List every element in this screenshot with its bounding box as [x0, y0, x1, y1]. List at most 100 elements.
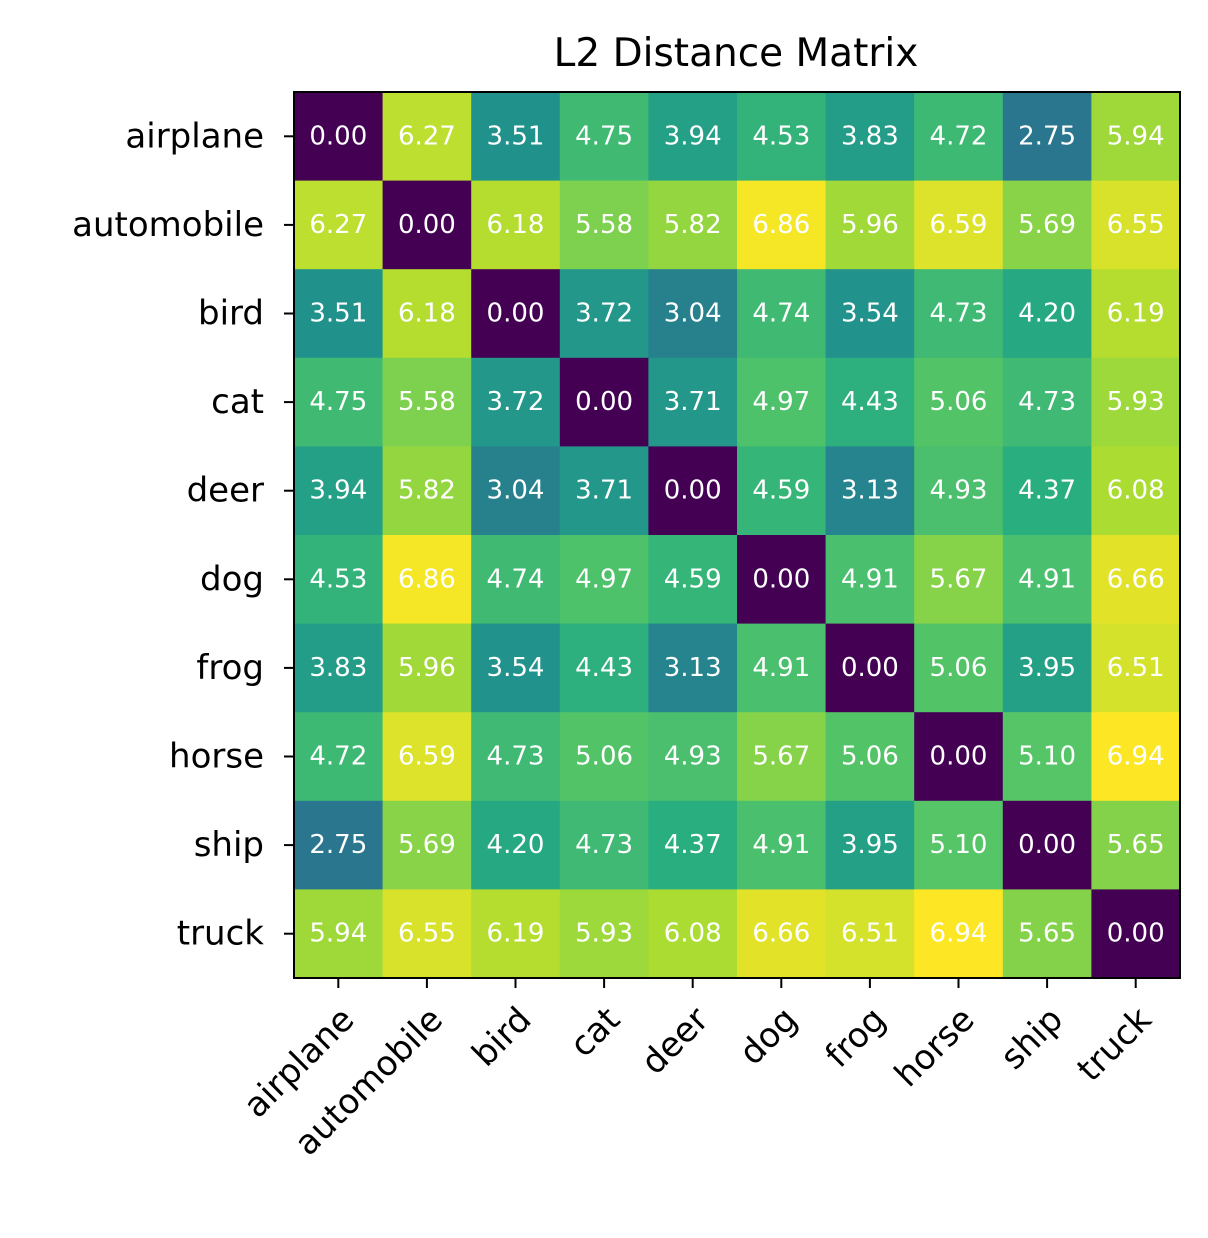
heatmap-cell — [825, 712, 915, 802]
heatmap-cell — [382, 269, 472, 359]
cell-value-label: 6.51 — [841, 919, 899, 949]
cell-value-label: 6.94 — [1107, 742, 1165, 772]
heatmap-cell — [1091, 357, 1181, 447]
heatmap-cell — [471, 800, 561, 890]
heatmap-cell — [737, 357, 827, 447]
cell-value-label: 6.18 — [398, 299, 456, 329]
heatmap-cell — [471, 269, 561, 359]
heatmap-cell — [471, 535, 561, 625]
heatmap-cell — [825, 357, 915, 447]
heatmap-cell — [825, 800, 915, 890]
cell-value-label: 0.00 — [841, 653, 899, 683]
heatmap-cell — [294, 800, 384, 890]
heatmap-cell — [825, 269, 915, 359]
cell-value-label: 6.66 — [752, 919, 810, 949]
heatmap-cell — [471, 446, 561, 536]
heatmap-cell — [294, 889, 384, 979]
y-tick-label: deer — [187, 471, 264, 511]
heatmap-cell — [559, 623, 649, 713]
cell-value-label: 5.10 — [1018, 742, 1076, 772]
cell-value-label: 4.20 — [1018, 299, 1076, 329]
x-tick-label: dog — [732, 1000, 806, 1074]
heatmap-cell — [648, 269, 738, 359]
cell-value-label: 6.18 — [487, 210, 545, 240]
heatmap-cell — [294, 269, 384, 359]
cell-value-label: 4.91 — [1018, 564, 1076, 594]
cell-value-label: 6.55 — [1107, 210, 1165, 240]
heatmap-cell — [1002, 712, 1092, 802]
cell-value-label: 0.00 — [398, 210, 456, 240]
y-tick-label: ship — [194, 825, 264, 865]
cell-value-label: 3.13 — [841, 476, 899, 506]
x-tick-label: cat — [562, 1000, 628, 1066]
cell-value-label: 4.53 — [752, 121, 810, 151]
cell-value-label: 6.19 — [1107, 299, 1165, 329]
heatmap-cell — [1002, 535, 1092, 625]
heatmap-cell — [648, 535, 738, 625]
cell-value-label: 5.67 — [930, 564, 988, 594]
y-tick-label: bird — [198, 294, 264, 334]
heatmap-cell — [294, 92, 384, 182]
heatmap-cell — [382, 889, 472, 979]
heatmap-cell — [382, 446, 472, 536]
cell-value-label: 5.94 — [1107, 121, 1165, 151]
y-tick-label: horse — [169, 737, 264, 777]
heatmap-cell — [471, 92, 561, 182]
cell-value-label: 6.08 — [1107, 476, 1165, 506]
heatmap-cell — [382, 357, 472, 447]
cell-value-label: 5.58 — [575, 210, 633, 240]
heatmap-cell — [914, 180, 1004, 270]
heatmap-cell — [382, 92, 472, 182]
cell-value-label: 3.83 — [309, 653, 367, 683]
y-tick-label: airplane — [125, 116, 264, 156]
heatmap-cell — [559, 800, 649, 890]
cell-value-label: 6.59 — [930, 210, 988, 240]
cell-value-label: 6.19 — [487, 919, 545, 949]
heatmap-cell — [1091, 800, 1181, 890]
cell-value-label: 4.93 — [930, 476, 988, 506]
cell-value-label: 4.59 — [752, 476, 810, 506]
cell-value-label: 5.65 — [1107, 830, 1165, 860]
cell-value-label: 4.37 — [1018, 476, 1076, 506]
heatmap-cell — [825, 535, 915, 625]
heatmap-cell — [471, 357, 561, 447]
heatmap-cell — [914, 357, 1004, 447]
cell-value-label: 6.51 — [1107, 653, 1165, 683]
heatmap-cell — [737, 180, 827, 270]
heatmap-cell — [914, 92, 1004, 182]
cell-value-label: 0.00 — [930, 742, 988, 772]
cell-value-label: 5.10 — [930, 830, 988, 860]
cell-value-label: 4.75 — [575, 121, 633, 151]
heatmap-cell — [914, 446, 1004, 536]
heatmap-cell — [1002, 269, 1092, 359]
cell-value-label: 5.06 — [841, 742, 899, 772]
cell-value-label: 6.86 — [752, 210, 810, 240]
cell-value-label: 5.94 — [309, 919, 367, 949]
y-axis: airplane automobile bird cat deer dog frog hors… — [72, 116, 294, 954]
cell-value-label: 4.91 — [752, 653, 810, 683]
cell-value-label: 5.96 — [398, 653, 456, 683]
cell-value-label: 6.27 — [398, 121, 456, 151]
heatmap-cell — [1002, 623, 1092, 713]
cell-value-label: 4.97 — [575, 564, 633, 594]
heatmap-cell — [294, 446, 384, 536]
heatmap-cell — [825, 446, 915, 536]
heatmap-cell — [294, 623, 384, 713]
cell-value-label: 5.82 — [664, 210, 722, 240]
heatmap-cell — [559, 269, 649, 359]
cell-value-label: 4.74 — [752, 299, 810, 329]
heatmap-cell — [914, 889, 1004, 979]
cell-value-label: 6.86 — [398, 564, 456, 594]
heatmap-cell — [1091, 623, 1181, 713]
cell-value-label: 4.43 — [575, 653, 633, 683]
heatmap-cell — [382, 623, 472, 713]
heatmap-cell — [737, 800, 827, 890]
heatmap-cell — [648, 357, 738, 447]
heatmap-cell — [559, 92, 649, 182]
heatmap-cell — [1091, 712, 1181, 802]
x-tick-label: ship — [993, 1000, 1071, 1078]
cell-value-label: 5.82 — [398, 476, 456, 506]
cell-value-label: 4.75 — [309, 387, 367, 417]
cell-value-labels: 0.00 6.27 3.51 4.75 3.94 4.53 3.83 4.72 2.75 5.94… — [309, 121, 1164, 948]
